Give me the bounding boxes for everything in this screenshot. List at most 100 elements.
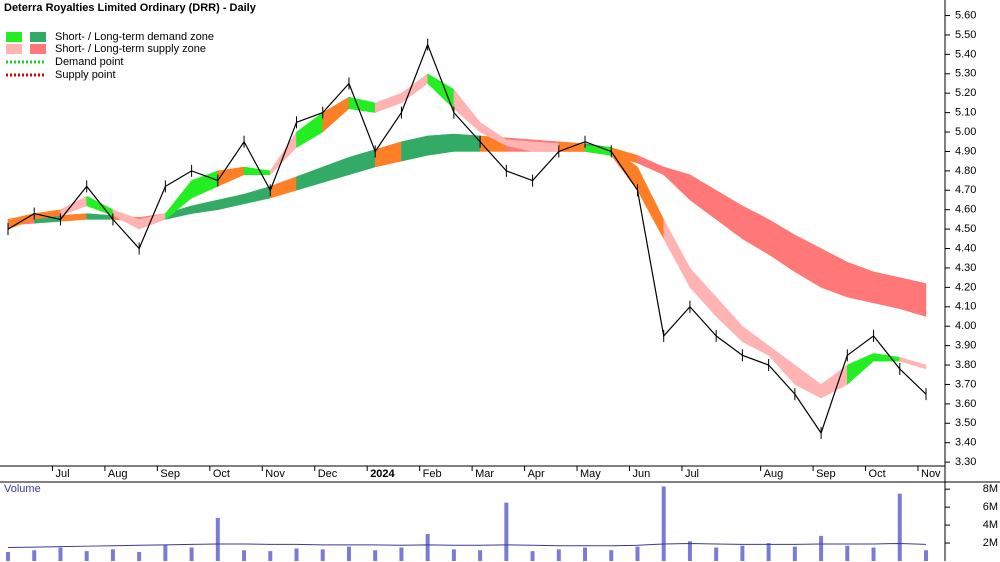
legend-label: Short- / Long-term demand zone: [55, 31, 214, 43]
volume-bar: [399, 547, 404, 561]
zone-band: [191, 199, 219, 214]
zone-band: [217, 166, 245, 187]
zone-band: [742, 205, 769, 255]
zone-band: [899, 356, 927, 370]
y-tick-label: 5.30: [955, 68, 976, 80]
x-tick-label: Apr: [528, 468, 545, 480]
x-tick-label: Sep: [160, 468, 180, 480]
zone-band: [689, 174, 717, 220]
x-tick-label: Oct: [869, 468, 886, 480]
zone-band: [715, 296, 743, 343]
volume-bar: [137, 552, 142, 561]
zone-band: [348, 149, 376, 176]
x-tick-label: Sep: [816, 468, 836, 480]
zone-band: [742, 325, 769, 356]
volume-bar: [792, 546, 797, 561]
volume-bar: [346, 546, 351, 561]
y-tick-label: 4.00: [955, 320, 976, 332]
volume-bar: [110, 549, 115, 561]
volume-bar: [635, 546, 640, 561]
volume-bar: [478, 550, 483, 561]
volume-bar: [687, 541, 692, 561]
volume-bar: [661, 486, 666, 561]
legend-label: Supply point: [55, 69, 116, 81]
zone-band: [453, 88, 481, 133]
volume-tick-label: 2M: [983, 537, 998, 549]
zone-band: [322, 156, 350, 183]
zone-band: [532, 141, 560, 152]
zone-band: [322, 96, 350, 133]
volume-bar: [819, 535, 824, 561]
y-tick-label: 5.40: [955, 48, 976, 60]
zone-band: [374, 92, 402, 113]
volume-bar: [6, 552, 10, 561]
y-tick-label: 3.80: [955, 359, 976, 371]
zone-band: [794, 364, 822, 399]
y-tick-label: 3.40: [955, 437, 976, 449]
x-tick-label: May: [580, 468, 601, 480]
volume-bar: [609, 550, 614, 561]
volume-bar: [504, 502, 509, 561]
zone-band: [899, 277, 927, 317]
zone-band: [715, 189, 743, 240]
volume-bar: [766, 543, 771, 561]
volume-bar: [740, 545, 745, 561]
chart-title: Deterra Royalties Limited Ordinary (DRR)…: [4, 2, 257, 14]
volume-tick-label: 4M: [983, 519, 998, 531]
zone-band: [794, 234, 822, 288]
volume-bar: [897, 493, 902, 561]
zone-band: [663, 166, 691, 201]
volume-bar: [924, 550, 928, 561]
zone-band: [689, 267, 717, 318]
zone-band: [217, 193, 245, 211]
zone-band: [820, 248, 848, 298]
x-tick-label: Mar: [475, 468, 494, 480]
legend-swatch: [6, 44, 22, 54]
zone-band: [847, 352, 874, 386]
volume-bar: [451, 549, 456, 561]
x-tick-label: Jun: [632, 468, 650, 480]
volume-bar: [714, 547, 719, 561]
legend-swatch: [6, 32, 22, 42]
volume-bar: [373, 550, 378, 561]
y-tick-label: 4.70: [955, 184, 976, 196]
y-tick-label: 4.30: [955, 262, 976, 274]
y-tick-label: 5.10: [955, 107, 976, 119]
zone-band: [296, 166, 323, 191]
y-tick-label: 3.50: [955, 417, 976, 429]
volume-bar: [268, 551, 273, 561]
zone-band: [348, 96, 376, 113]
volume-bar: [294, 548, 299, 561]
zone-band: [243, 166, 271, 175]
y-tick-label: 3.70: [955, 378, 976, 390]
x-tick-label: Nov: [921, 468, 941, 480]
volume-label: Volume: [4, 483, 41, 495]
x-tick-label: Aug: [764, 468, 784, 480]
y-tick-label: 3.90: [955, 340, 976, 352]
volume-bar: [58, 547, 63, 561]
zone-band: [86, 195, 114, 216]
volume-bar: [163, 544, 168, 561]
volume-bar: [320, 549, 325, 561]
x-tick-label: Feb: [423, 468, 442, 480]
volume-bar: [242, 550, 247, 561]
y-tick-label: 5.20: [955, 87, 976, 99]
zone-band: [768, 218, 796, 273]
price-line: [7, 42, 927, 435]
zone-band: [401, 135, 428, 162]
zone-band: [191, 170, 219, 199]
y-tick-label: 4.20: [955, 281, 976, 293]
volume-bar: [871, 547, 876, 561]
zone-band: [637, 166, 664, 239]
zone-band: [243, 186, 271, 205]
volume-bar: [425, 534, 430, 561]
x-tick-label: Oct: [213, 468, 230, 480]
y-tick-label: 4.80: [955, 165, 976, 177]
volume-tick-label: 6M: [983, 501, 998, 513]
x-tick-label: Dec: [318, 468, 338, 480]
volume-tick-label: 8M: [983, 483, 998, 495]
zone-band: [60, 195, 87, 216]
volume-bar: [556, 549, 561, 561]
volume-bar: [845, 545, 850, 561]
